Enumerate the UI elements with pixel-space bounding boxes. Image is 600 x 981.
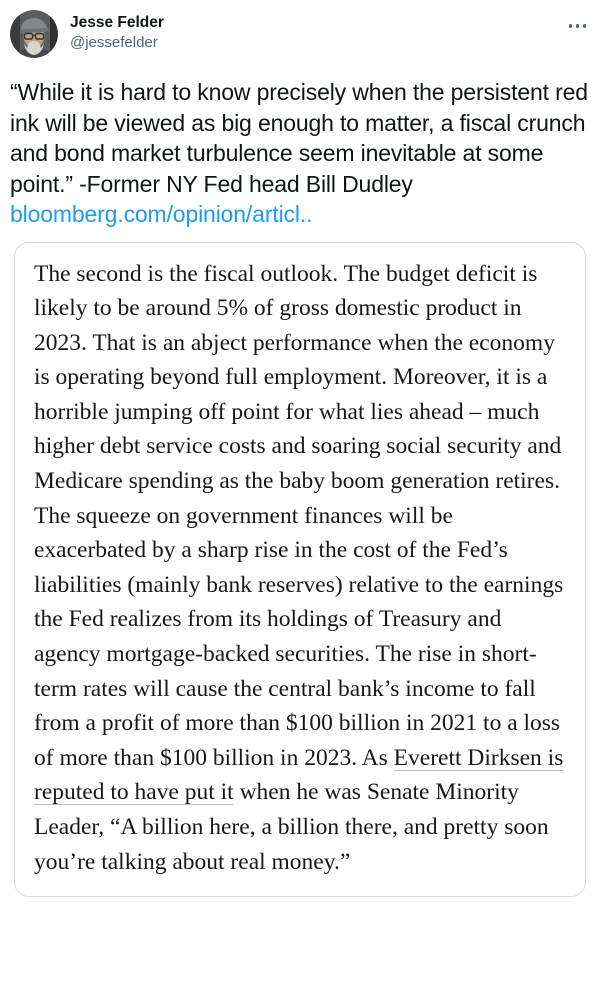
- more-icon: [568, 24, 572, 28]
- tweet-text: “While it is hard to know precisely when…: [10, 77, 590, 230]
- author-handle: @jessefelder: [70, 34, 158, 51]
- avatar-photo-icon: [10, 10, 58, 58]
- tweet-text-content: “While it is hard to know precisely when…: [10, 79, 588, 197]
- tweet-header: Jesse Felder @jessefelder: [10, 10, 590, 58]
- quoted-article-text: The second is the fiscal outlook. The bu…: [34, 257, 566, 880]
- more-icon: [575, 24, 579, 28]
- tweet-link[interactable]: bloomberg.com/opinion/articl..: [10, 201, 313, 227]
- avatar[interactable]: [10, 10, 58, 58]
- more-button[interactable]: [567, 18, 589, 34]
- more-icon: [582, 24, 586, 28]
- tweet-card: Jesse Felder @jessefelder “While it is h…: [10, 10, 590, 898]
- quoted-article-image[interactable]: The second is the fiscal outlook. The bu…: [14, 241, 586, 898]
- author-id-block: Jesse Felder @jessefelder: [70, 10, 164, 53]
- quote-text-before: The second is the fiscal outlook. The bu…: [34, 260, 564, 771]
- quote-text-after: when he was Senate Minority Leader, “A b…: [34, 779, 549, 875]
- author-display-name[interactable]: Jesse Felder: [70, 14, 164, 31]
- quoted-article-link: Everett Dirksen is reputed to have put i…: [34, 744, 564, 806]
